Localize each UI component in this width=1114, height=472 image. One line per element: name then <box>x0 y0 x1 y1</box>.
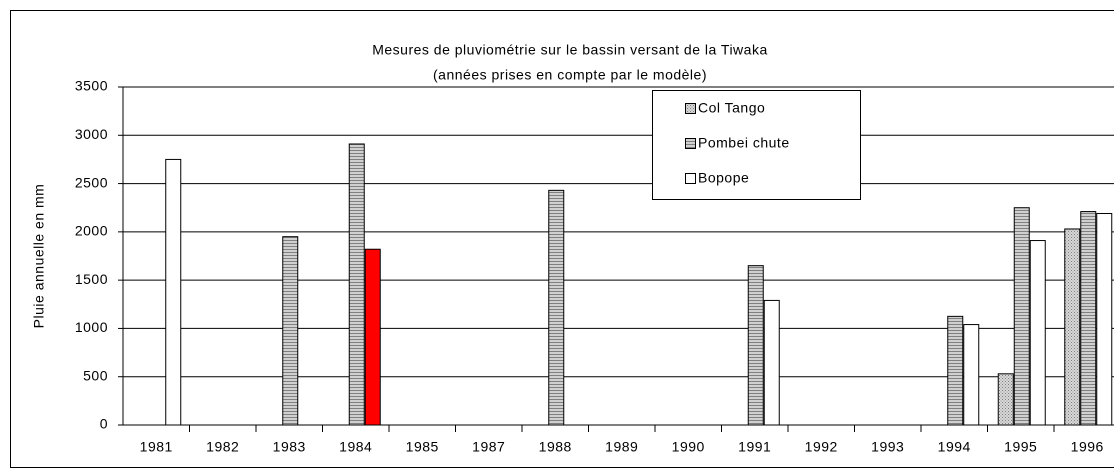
plot-area: 0 500 1000 1500 2000 2500 3000 3500 1981 1982 1983… <box>75 78 1114 455</box>
bar <box>364 248 381 426</box>
legend-label: Pombei chute <box>698 135 790 151</box>
x-tick-label: 1996 <box>1071 439 1104 455</box>
y-tick-label: 2500 <box>75 174 108 190</box>
x-tick-label: 1985 <box>406 439 439 455</box>
x-tick-label: 1990 <box>672 439 705 455</box>
bar <box>763 299 780 426</box>
y-tick-label: 3500 <box>75 78 108 94</box>
y-tick-label: 0 <box>100 416 108 432</box>
bar <box>165 158 182 426</box>
y-tick-label: 1000 <box>75 319 108 335</box>
y-tick-label: 2000 <box>75 223 108 239</box>
bar <box>1080 211 1097 426</box>
bar <box>348 143 365 426</box>
legend-swatch <box>685 138 696 149</box>
y-axis-label: Pluie annuelle en mm <box>31 184 47 329</box>
bar <box>963 324 980 426</box>
legend-label: Bopope <box>698 170 749 186</box>
chart-title: Mesures de pluviométrie sur le bassin ve… <box>372 42 768 58</box>
bar <box>282 236 299 426</box>
bar <box>947 315 964 426</box>
x-tick-label: 1984 <box>339 439 372 455</box>
x-tick-label: 1983 <box>273 439 306 455</box>
x-tick-label: 1988 <box>539 439 572 455</box>
x-tick-label: 1989 <box>605 439 638 455</box>
bar <box>1013 207 1030 426</box>
x-tick-label: 1994 <box>938 439 971 455</box>
y-tick-label: 500 <box>83 367 108 383</box>
bar <box>548 189 565 426</box>
legend-swatch <box>685 103 696 114</box>
bar <box>1029 240 1046 426</box>
x-tick-label: 1992 <box>805 439 838 455</box>
bar <box>747 265 764 426</box>
legend-swatch <box>685 173 696 184</box>
x-tick-label: 1982 <box>206 439 239 455</box>
bar <box>997 373 1014 426</box>
x-tick-label: 1993 <box>871 439 904 455</box>
x-tick-label: 1981 <box>140 439 173 455</box>
bar <box>1064 228 1081 426</box>
x-tick-label: 1995 <box>1004 439 1037 455</box>
legend-label: Col Tango <box>698 100 765 116</box>
x-tick-label: 1987 <box>472 439 505 455</box>
x-tick-label: 1991 <box>738 439 771 455</box>
y-tick-label: 1500 <box>75 271 108 287</box>
bar <box>1096 213 1113 426</box>
chart-subtitle: (années prises en compte par le modèle) <box>433 67 707 83</box>
legend: Col Tango Pombei chute Bopope <box>652 90 861 200</box>
y-tick-label: 3000 <box>75 126 108 142</box>
